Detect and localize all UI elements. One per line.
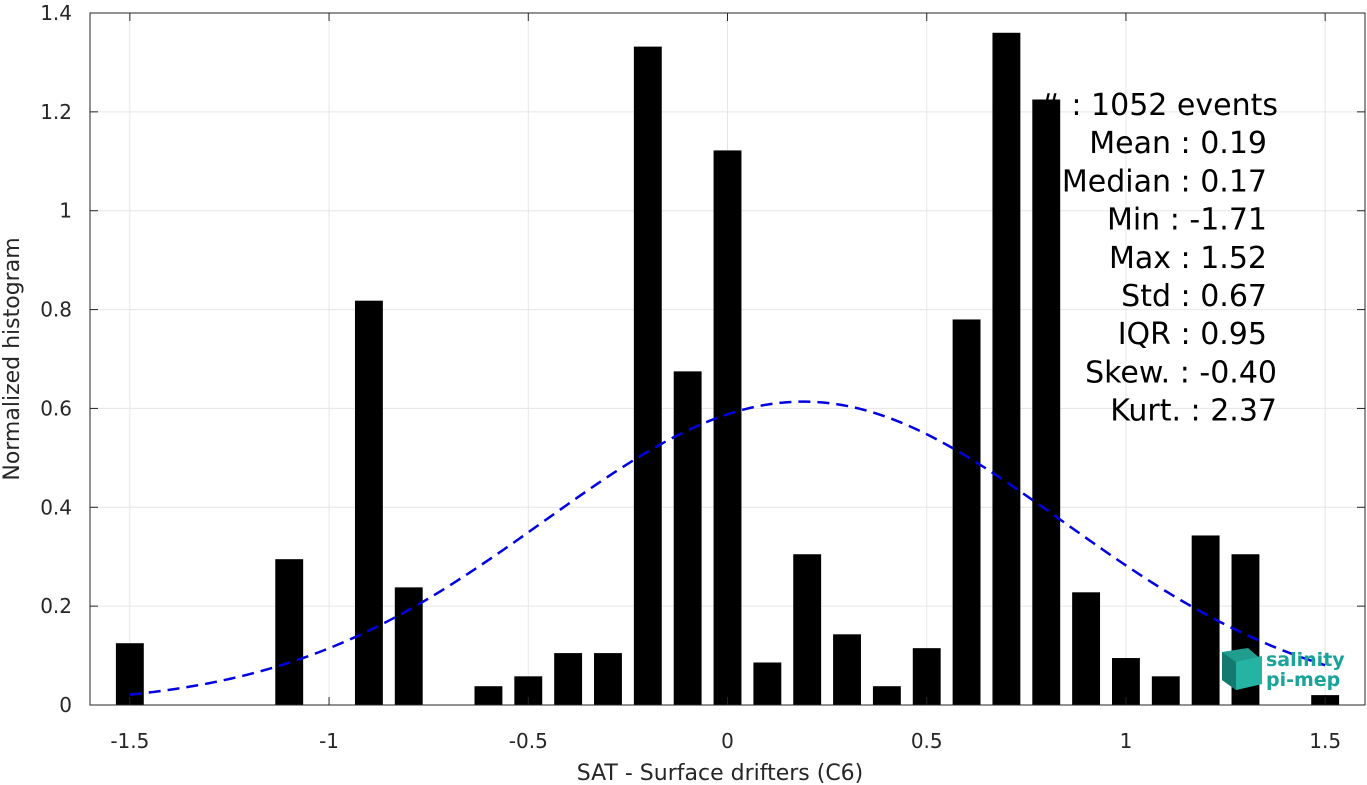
x-tick-labels: -1.5 -1 -0.5 0 0.5 1 1.5: [110, 729, 1341, 753]
stat-line: Skew. : -0.40: [1085, 355, 1277, 390]
histogram-bar: [753, 662, 782, 705]
histogram-bar: [952, 319, 981, 705]
histogram-bar: [474, 686, 503, 705]
x-tick-label: 0: [721, 729, 734, 753]
x-tick-label: 1.5: [1309, 729, 1341, 753]
stat-line: Std : 0.67: [1121, 279, 1267, 314]
stat-line: Mean : 0.19: [1089, 126, 1267, 161]
y-axis-label: Normalized histogram: [0, 237, 25, 480]
histogram-bar: [713, 150, 742, 705]
stat-line: # : 1052 events: [1037, 88, 1278, 123]
histogram-bar: [793, 554, 822, 705]
logo-cube-icon: [1222, 648, 1262, 690]
logo-line1: salinity: [1266, 649, 1345, 671]
logo-line2: pi-mep: [1266, 669, 1340, 691]
stat-line: Median : 0.17: [1062, 164, 1267, 199]
x-tick-label: -1.5: [110, 729, 149, 753]
histogram-bar: [912, 648, 941, 705]
x-tick-label: 0.5: [911, 729, 943, 753]
histogram-bar: [354, 300, 383, 705]
histogram-bar: [275, 559, 304, 705]
y-tick-labels: 0 0.2 0.4 0.6 0.8 1 1.2 1.4: [40, 1, 72, 717]
histogram-bar: [1151, 676, 1180, 705]
histogram-bar: [673, 371, 702, 705]
histogram-bar: [594, 653, 622, 705]
salinity-pimep-logo: salinity pi-mep: [1222, 648, 1345, 691]
x-tick-label: -0.5: [509, 729, 548, 753]
y-tick-label: 0.2: [40, 594, 72, 618]
histogram-bar: [872, 686, 901, 705]
histogram-bar: [554, 653, 583, 705]
y-tick-label: 0.8: [40, 298, 72, 322]
histogram-bar: [115, 643, 144, 705]
histogram-bar: [992, 32, 1021, 706]
gaussian-fit-curve: [129, 400, 1326, 696]
y-tick-label: 1.2: [40, 100, 72, 124]
histogram-bar: [1032, 99, 1061, 705]
x-tick-label: -1: [319, 729, 339, 753]
axes: [89, 12, 1366, 706]
histogram-bar: [1072, 592, 1101, 705]
histogram-bar: [833, 634, 861, 705]
stat-line: Kurt. : 2.37: [1110, 394, 1277, 429]
x-tick-label: 1: [1120, 729, 1133, 753]
histogram-bar: [394, 587, 423, 705]
y-tick-label: 1.4: [40, 1, 72, 25]
histogram-bars: [115, 32, 1340, 706]
y-tick-label: 1: [59, 199, 72, 223]
y-tick-label: 0.6: [40, 396, 72, 420]
y-tick-label: 0.4: [40, 495, 72, 519]
stat-line: Max : 1.52: [1109, 241, 1267, 276]
stat-line: IQR : 0.95: [1118, 317, 1267, 352]
histogram-bar: [633, 46, 662, 705]
stat-line: Min : -1.71: [1107, 203, 1267, 238]
y-tick-label: 0: [59, 693, 72, 717]
x-axis-label: SAT - Surface drifters (C6): [577, 761, 864, 785]
